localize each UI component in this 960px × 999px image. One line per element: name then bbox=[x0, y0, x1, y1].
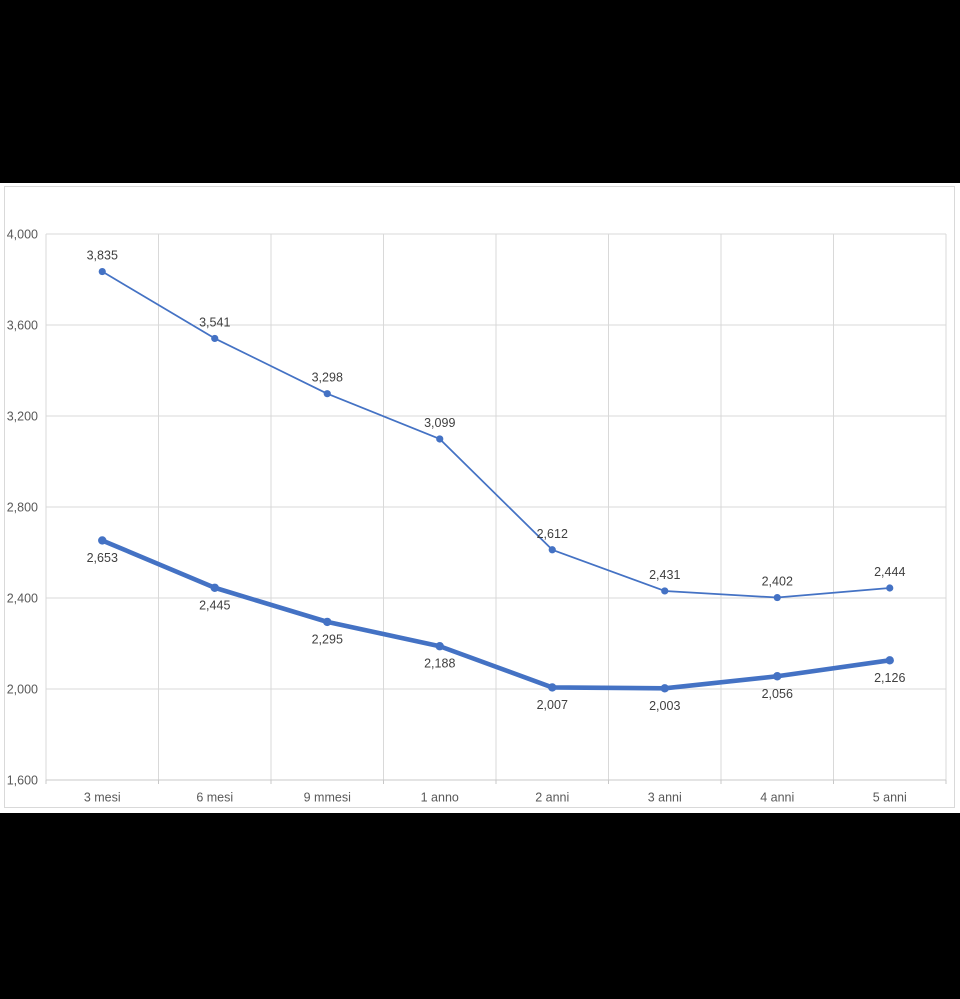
y-axis-tick-label: 1,600 bbox=[7, 774, 38, 788]
x-axis-category-label: 4 anni bbox=[760, 791, 794, 805]
data-point-marker bbox=[661, 587, 669, 595]
x-axis-category-label: 3 mesi bbox=[84, 791, 121, 805]
data-point-marker bbox=[435, 642, 444, 651]
chart-panel: 1,600 2,000 2,400 2,800 3,200 3,600 4,000 3 mes… bbox=[0, 183, 960, 813]
data-point-marker bbox=[323, 390, 331, 398]
data-point-label: 2,445 bbox=[199, 598, 230, 612]
data-point-marker bbox=[548, 546, 556, 554]
y-axis-tick-label: 4,000 bbox=[7, 228, 38, 242]
x-axis-category-label: 9 mmesi bbox=[304, 791, 351, 805]
data-point-label: 2,188 bbox=[424, 657, 455, 671]
data-point-label: 2,612 bbox=[537, 527, 568, 541]
data-point-marker bbox=[548, 683, 557, 692]
series-line-upper-thin-series bbox=[101, 270, 891, 599]
data-point-marker bbox=[323, 617, 332, 627]
data-point-label: 3,835 bbox=[87, 249, 118, 263]
data-point-label: 3,099 bbox=[424, 416, 455, 430]
data-point-marker bbox=[98, 536, 107, 545]
y-axis-tick-label: 3,600 bbox=[7, 319, 38, 333]
data-point-label: 2,056 bbox=[762, 687, 793, 701]
data-point-label: 2,003 bbox=[649, 699, 680, 713]
series-line-lower-thick-series bbox=[99, 538, 893, 691]
data-point-label: 3,541 bbox=[199, 315, 230, 329]
x-axis-category-label: 6 mesi bbox=[196, 791, 233, 805]
y-axis-tick-label: 3,200 bbox=[7, 410, 38, 424]
y-axis-tick-label: 2,400 bbox=[7, 592, 38, 606]
line-chart: 1,600 2,000 2,400 2,800 3,200 3,600 4,000 3 mes… bbox=[7, 228, 947, 805]
data-point-marker bbox=[885, 656, 894, 665]
x-axis-category-label: 1 anno bbox=[421, 791, 459, 805]
data-point-label: 3,298 bbox=[312, 371, 343, 385]
x-axis-category-label: 3 anni bbox=[648, 791, 682, 805]
x-axis-category-label: 2 anni bbox=[535, 791, 569, 805]
data-point-marker bbox=[210, 583, 219, 592]
data-point-label: 2,431 bbox=[649, 568, 680, 582]
data-point-marker bbox=[211, 334, 219, 343]
data-point-label: 2,402 bbox=[762, 575, 793, 589]
letterbox-bottom bbox=[0, 813, 960, 999]
data-point-marker bbox=[886, 584, 894, 592]
data-point-marker bbox=[773, 672, 782, 681]
data-point-label: 2,653 bbox=[87, 551, 118, 565]
data-point-label: 2,007 bbox=[537, 698, 568, 712]
x-axis-category-label: 5 anni bbox=[873, 791, 907, 805]
data-point-label: 2,126 bbox=[874, 671, 905, 685]
data-point-label: 2,295 bbox=[312, 632, 343, 646]
y-axis-tick-label: 2,800 bbox=[7, 501, 38, 515]
letterbox-top bbox=[0, 0, 960, 183]
y-axis-tick-label: 2,000 bbox=[7, 683, 38, 697]
data-point-marker bbox=[773, 593, 781, 602]
data-point-marker bbox=[436, 435, 444, 443]
data-point-label: 2,444 bbox=[874, 565, 905, 579]
data-point-marker bbox=[660, 684, 669, 693]
data-point-marker bbox=[98, 267, 106, 276]
